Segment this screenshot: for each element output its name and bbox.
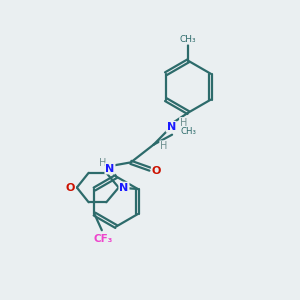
Text: H: H: [160, 141, 167, 151]
Text: N: N: [119, 182, 129, 193]
Text: O: O: [66, 182, 75, 193]
Text: CH₃: CH₃: [180, 127, 196, 136]
Text: CH₃: CH₃: [180, 35, 196, 44]
Text: N: N: [105, 164, 115, 173]
Text: H: H: [99, 158, 106, 168]
Text: H: H: [180, 118, 187, 128]
Text: N: N: [167, 122, 176, 132]
Text: O: O: [152, 167, 161, 176]
Text: CF₃: CF₃: [93, 234, 112, 244]
